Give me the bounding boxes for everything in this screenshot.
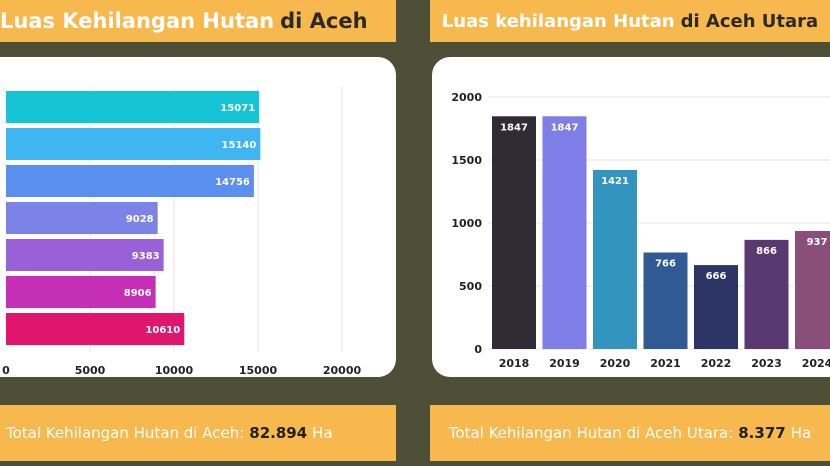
x-category-label: 2019 xyxy=(549,357,580,370)
bar-value-label: 10610 xyxy=(145,325,180,336)
bar xyxy=(744,239,789,349)
x-tick-label: 10000 xyxy=(155,364,194,377)
x-tick-label: 5000 xyxy=(75,364,106,377)
bar xyxy=(542,116,587,349)
bar-value-label: 9028 xyxy=(126,214,154,225)
bar-value-label: 1421 xyxy=(601,176,629,187)
x-tick-label: 0 xyxy=(2,364,10,377)
left-title-main: Luas Kehilangan Hutan xyxy=(0,9,275,33)
right-total-label: Total Kehilangan Hutan di Aceh Utara: xyxy=(448,424,734,442)
bar xyxy=(643,252,688,349)
bar xyxy=(492,116,536,349)
bar-value-label: 866 xyxy=(756,246,777,257)
left-total-label: Total Kehilangan Hutan di Aceh: xyxy=(6,424,245,442)
bar xyxy=(593,169,637,349)
bar xyxy=(6,165,254,197)
left-chart-title: Luas Kehilangan Hutan di Aceh xyxy=(0,0,396,42)
bar xyxy=(6,276,156,308)
bar-value-label: 15071 xyxy=(220,103,255,114)
left-title-highlight: di Aceh xyxy=(280,9,368,33)
left-total-unit: Ha xyxy=(312,424,333,442)
left-chart-card: 0 5000 10000 15000 20000 15071 15140 14756 9028 9… xyxy=(0,57,396,377)
x-tick-label: 20000 xyxy=(323,364,362,377)
bar-value-label: 766 xyxy=(655,258,676,269)
bar xyxy=(6,239,164,271)
bar-value-label: 14756 xyxy=(215,177,250,188)
right-title-main: Luas kehilangan Hutan xyxy=(441,10,675,32)
bar xyxy=(6,91,260,123)
y-tick-label: 1500 xyxy=(451,154,482,167)
bar xyxy=(6,202,158,234)
right-total-unit: Ha xyxy=(790,424,812,442)
bar xyxy=(694,265,738,349)
bar xyxy=(6,313,185,345)
right-total-value: 8.377 xyxy=(738,424,786,442)
right-chart-card: 0 500 1000 1500 2000 1847 2018 1847 2019 1421 2020… xyxy=(432,57,830,377)
bar-value-label: 1847 xyxy=(551,122,579,133)
y-tick-label: 2000 xyxy=(451,91,482,104)
bar-value-label: 1847 xyxy=(500,122,528,133)
bar-value-label: 9383 xyxy=(132,251,160,262)
left-total-banner: Total Kehilangan Hutan di Aceh: 82.894 H… xyxy=(0,405,396,461)
x-category-label: 2021 xyxy=(650,357,681,370)
y-tick-label: 1000 xyxy=(451,217,482,230)
horizontal-bar-chart: 0 5000 10000 15000 20000 15071 15140 14756 9028 9… xyxy=(2,87,362,377)
x-category-label: 2022 xyxy=(701,357,732,370)
x-tick-label: 15000 xyxy=(239,364,278,377)
vertical-bar-chart: 0 500 1000 1500 2000 1847 2018 1847 2019 1421 2020… xyxy=(451,91,830,370)
x-category-label: 2023 xyxy=(751,357,782,370)
bar xyxy=(6,128,261,160)
right-title-highlight: di Aceh Utara xyxy=(680,10,819,32)
bar-value-label: 15140 xyxy=(222,140,257,151)
y-tick-label: 0 xyxy=(474,343,482,356)
x-category-label: 2020 xyxy=(600,357,631,370)
y-tick-label: 500 xyxy=(459,280,482,293)
bar-value-label: 666 xyxy=(706,271,727,282)
left-total-value: 82.894 xyxy=(249,424,308,442)
right-total-banner: Total Kehilangan Hutan di Aceh Utara: 8.… xyxy=(430,405,830,461)
bar xyxy=(795,230,830,349)
right-chart-title: Luas kehilangan Hutan di Aceh Utara xyxy=(430,0,830,42)
bar-value-label: 8906 xyxy=(124,288,152,299)
x-category-label: 2018 xyxy=(499,357,530,370)
x-category-label: 2024 xyxy=(802,357,830,370)
bar-value-label: 937 xyxy=(807,237,828,248)
